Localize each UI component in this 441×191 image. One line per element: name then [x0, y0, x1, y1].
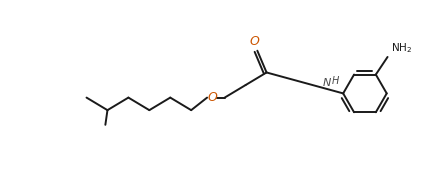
Text: NH$_2$: NH$_2$	[391, 41, 412, 55]
Text: O: O	[249, 35, 259, 48]
Text: H: H	[332, 76, 339, 86]
Text: O: O	[207, 91, 217, 104]
Text: N: N	[322, 78, 331, 88]
